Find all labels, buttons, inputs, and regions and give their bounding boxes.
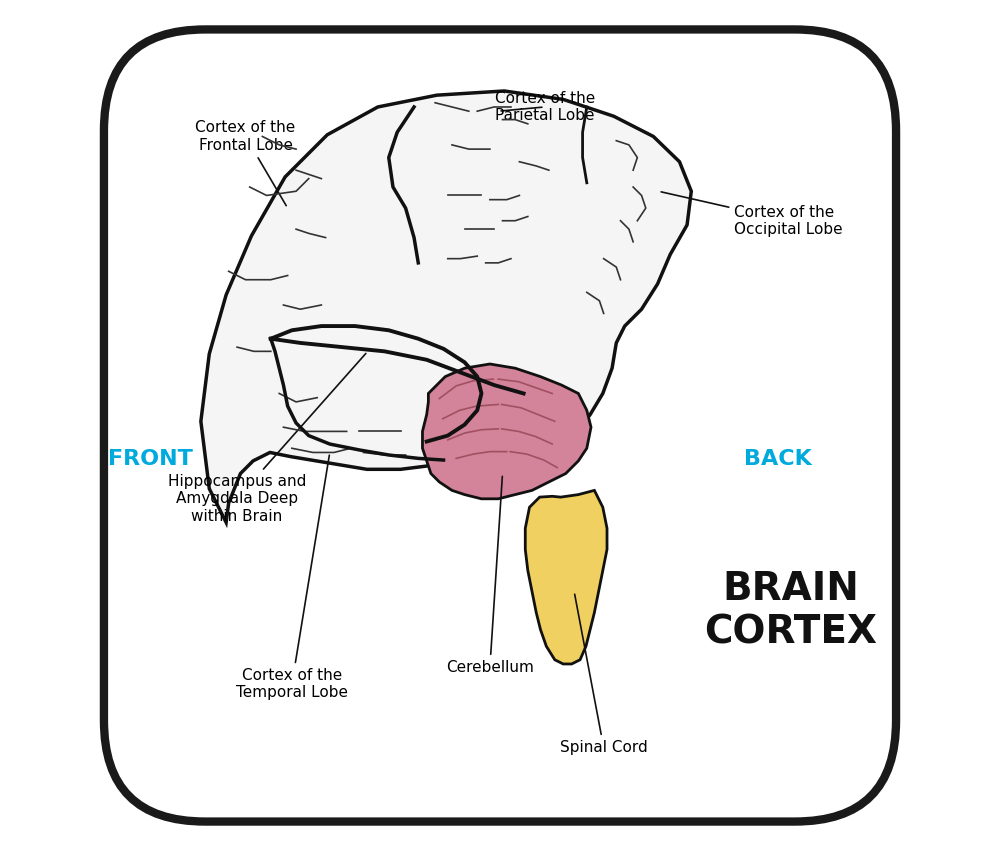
Text: FRONT: FRONT [108, 449, 193, 469]
Text: Spinal Cord: Spinal Cord [560, 594, 648, 755]
Polygon shape [422, 364, 591, 499]
Text: Cortex of the
Frontal Lobe: Cortex of the Frontal Lobe [195, 120, 296, 206]
Polygon shape [201, 91, 691, 523]
Text: Cortex of the
Parietal Lobe: Cortex of the Parietal Lobe [495, 91, 595, 123]
Text: Hippocampus and
Amygdala Deep
within Brain: Hippocampus and Amygdala Deep within Bra… [168, 353, 366, 523]
Text: Cerebellum: Cerebellum [446, 477, 534, 675]
FancyBboxPatch shape [104, 30, 896, 821]
Polygon shape [525, 490, 607, 664]
Text: BRAIN
CORTEX: BRAIN CORTEX [704, 570, 877, 652]
Text: Cortex of the
Occipital Lobe: Cortex of the Occipital Lobe [661, 191, 843, 237]
Text: Cortex of the
Temporal Lobe: Cortex of the Temporal Lobe [236, 455, 348, 700]
Text: BACK: BACK [744, 449, 812, 469]
